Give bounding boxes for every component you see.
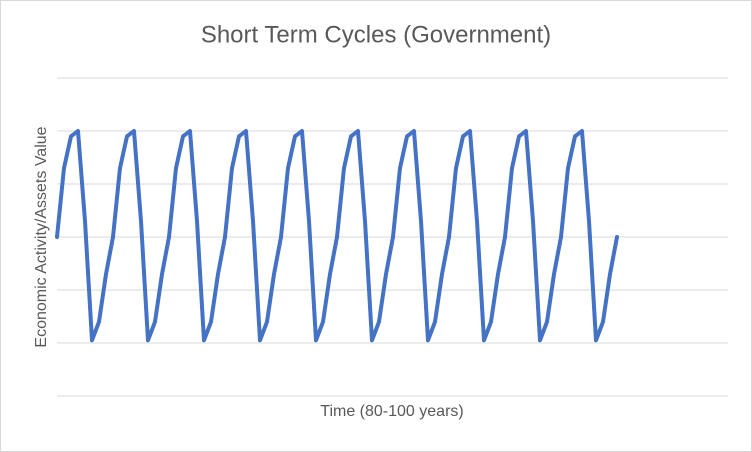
series-line xyxy=(55,129,619,343)
chart-title: Short Term Cycles (Government) xyxy=(201,21,551,48)
y-axis-label: Economic Activity/Assets Value xyxy=(33,126,50,347)
x-axis-label: Time (80-100 years) xyxy=(320,403,463,420)
